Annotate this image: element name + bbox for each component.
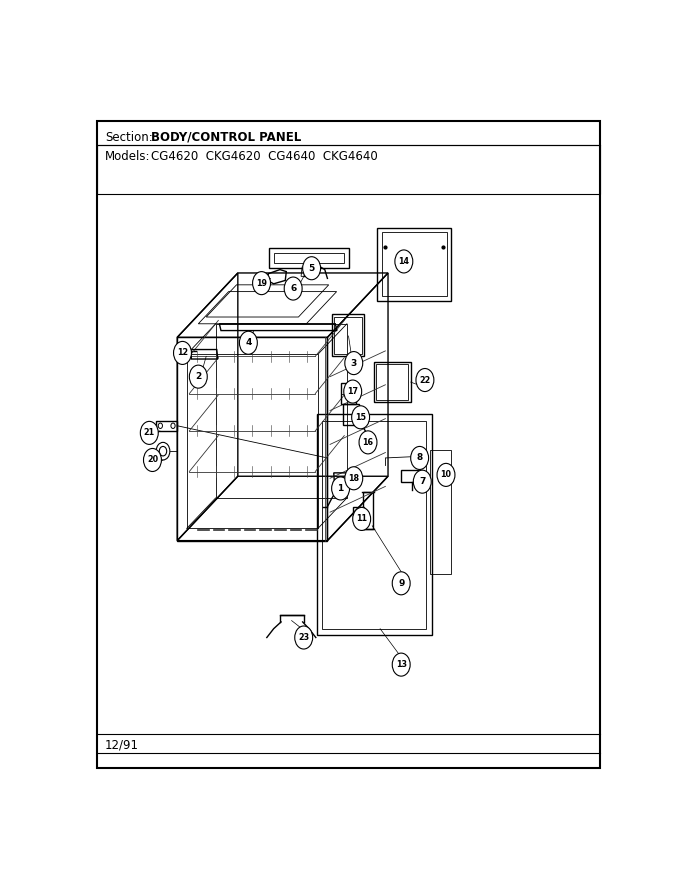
Circle shape — [411, 446, 428, 469]
Text: 7: 7 — [419, 477, 426, 486]
Text: 8: 8 — [417, 453, 423, 463]
Text: 5: 5 — [309, 264, 315, 273]
Text: 4: 4 — [245, 338, 252, 348]
Circle shape — [344, 380, 362, 403]
Text: 17: 17 — [347, 387, 358, 396]
Text: 22: 22 — [420, 376, 430, 385]
Circle shape — [392, 653, 410, 676]
Circle shape — [189, 365, 207, 388]
Circle shape — [284, 277, 302, 300]
Circle shape — [140, 422, 158, 444]
Text: 2: 2 — [195, 372, 201, 381]
Circle shape — [345, 466, 362, 490]
Circle shape — [239, 331, 257, 355]
Circle shape — [303, 257, 320, 280]
Text: 23: 23 — [298, 633, 309, 642]
Circle shape — [392, 572, 410, 595]
Text: 1: 1 — [337, 484, 343, 493]
Text: BODY/CONTROL PANEL: BODY/CONTROL PANEL — [151, 130, 301, 143]
Text: 11: 11 — [356, 515, 367, 524]
Text: 12/91: 12/91 — [105, 738, 139, 752]
Text: 19: 19 — [256, 279, 267, 288]
Text: 15: 15 — [355, 413, 366, 422]
Text: 10: 10 — [441, 471, 452, 480]
Circle shape — [359, 431, 377, 454]
Text: CG4620  CKG4620  CG4640  CKG4640: CG4620 CKG4620 CG4640 CKG4640 — [151, 150, 377, 163]
Text: 13: 13 — [396, 660, 407, 669]
Text: 18: 18 — [348, 473, 359, 483]
Circle shape — [353, 508, 371, 531]
Circle shape — [173, 341, 192, 364]
Circle shape — [437, 464, 455, 487]
Circle shape — [395, 250, 413, 273]
Text: 3: 3 — [351, 358, 357, 368]
Circle shape — [416, 369, 434, 392]
Circle shape — [352, 406, 370, 429]
Circle shape — [171, 423, 175, 429]
Circle shape — [143, 449, 161, 472]
Circle shape — [158, 423, 163, 429]
Circle shape — [159, 446, 167, 456]
Text: Models:: Models: — [105, 150, 150, 163]
Text: 20: 20 — [147, 456, 158, 465]
Circle shape — [294, 626, 313, 649]
Text: 6: 6 — [290, 284, 296, 293]
Circle shape — [345, 352, 362, 375]
Circle shape — [413, 470, 431, 493]
Circle shape — [156, 443, 170, 460]
Circle shape — [332, 477, 350, 500]
Text: 9: 9 — [398, 579, 405, 588]
Text: 16: 16 — [362, 438, 373, 447]
Text: 14: 14 — [398, 257, 409, 266]
Text: 21: 21 — [143, 429, 155, 437]
Text: 12: 12 — [177, 348, 188, 357]
Circle shape — [252, 272, 271, 295]
Text: Section:: Section: — [105, 130, 153, 143]
